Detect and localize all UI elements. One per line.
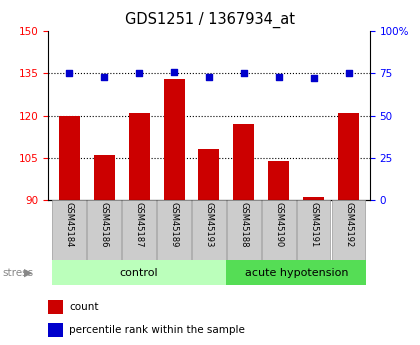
Bar bbox=[227, 200, 261, 260]
Point bbox=[310, 76, 317, 81]
Text: acute hypotension: acute hypotension bbox=[244, 268, 348, 277]
Bar bbox=[122, 200, 156, 260]
Bar bbox=[226, 260, 366, 285]
Point bbox=[345, 71, 352, 76]
Bar bbox=[332, 200, 365, 260]
Text: percentile rank within the sample: percentile rank within the sample bbox=[69, 325, 245, 335]
Text: control: control bbox=[120, 268, 158, 277]
Bar bbox=[52, 200, 86, 260]
Bar bbox=[262, 200, 296, 260]
Bar bbox=[129, 113, 150, 200]
Point bbox=[66, 71, 73, 76]
Text: GSM45190: GSM45190 bbox=[274, 202, 284, 247]
Bar bbox=[157, 200, 191, 260]
Point bbox=[241, 71, 247, 76]
Bar bbox=[199, 149, 219, 200]
Bar bbox=[303, 197, 324, 200]
Point bbox=[206, 74, 213, 79]
Bar bbox=[338, 113, 359, 200]
Text: GSM45188: GSM45188 bbox=[239, 202, 248, 247]
Bar bbox=[87, 200, 121, 260]
Text: GSM45187: GSM45187 bbox=[134, 202, 144, 247]
Bar bbox=[163, 79, 184, 200]
Bar bbox=[48, 323, 63, 337]
Text: ▶: ▶ bbox=[24, 268, 33, 277]
Text: GSM45193: GSM45193 bbox=[205, 202, 213, 247]
Bar bbox=[59, 116, 80, 200]
Bar bbox=[234, 124, 255, 200]
Text: GSM45192: GSM45192 bbox=[344, 202, 353, 247]
Point bbox=[101, 74, 108, 79]
Text: GDS1251 / 1367934_at: GDS1251 / 1367934_at bbox=[125, 12, 295, 28]
Text: stress: stress bbox=[2, 268, 33, 277]
Bar bbox=[94, 155, 115, 200]
Bar bbox=[192, 200, 226, 260]
Point bbox=[276, 74, 282, 79]
Text: GSM45191: GSM45191 bbox=[309, 202, 318, 247]
Bar bbox=[52, 260, 226, 285]
Point bbox=[136, 71, 142, 76]
Bar bbox=[48, 300, 63, 314]
Text: GSM45189: GSM45189 bbox=[170, 202, 178, 247]
Text: GSM45186: GSM45186 bbox=[100, 202, 109, 247]
Bar bbox=[268, 161, 289, 200]
Text: GSM45184: GSM45184 bbox=[65, 202, 74, 247]
Text: count: count bbox=[69, 302, 99, 312]
Point bbox=[171, 69, 177, 75]
Bar bbox=[297, 200, 331, 260]
